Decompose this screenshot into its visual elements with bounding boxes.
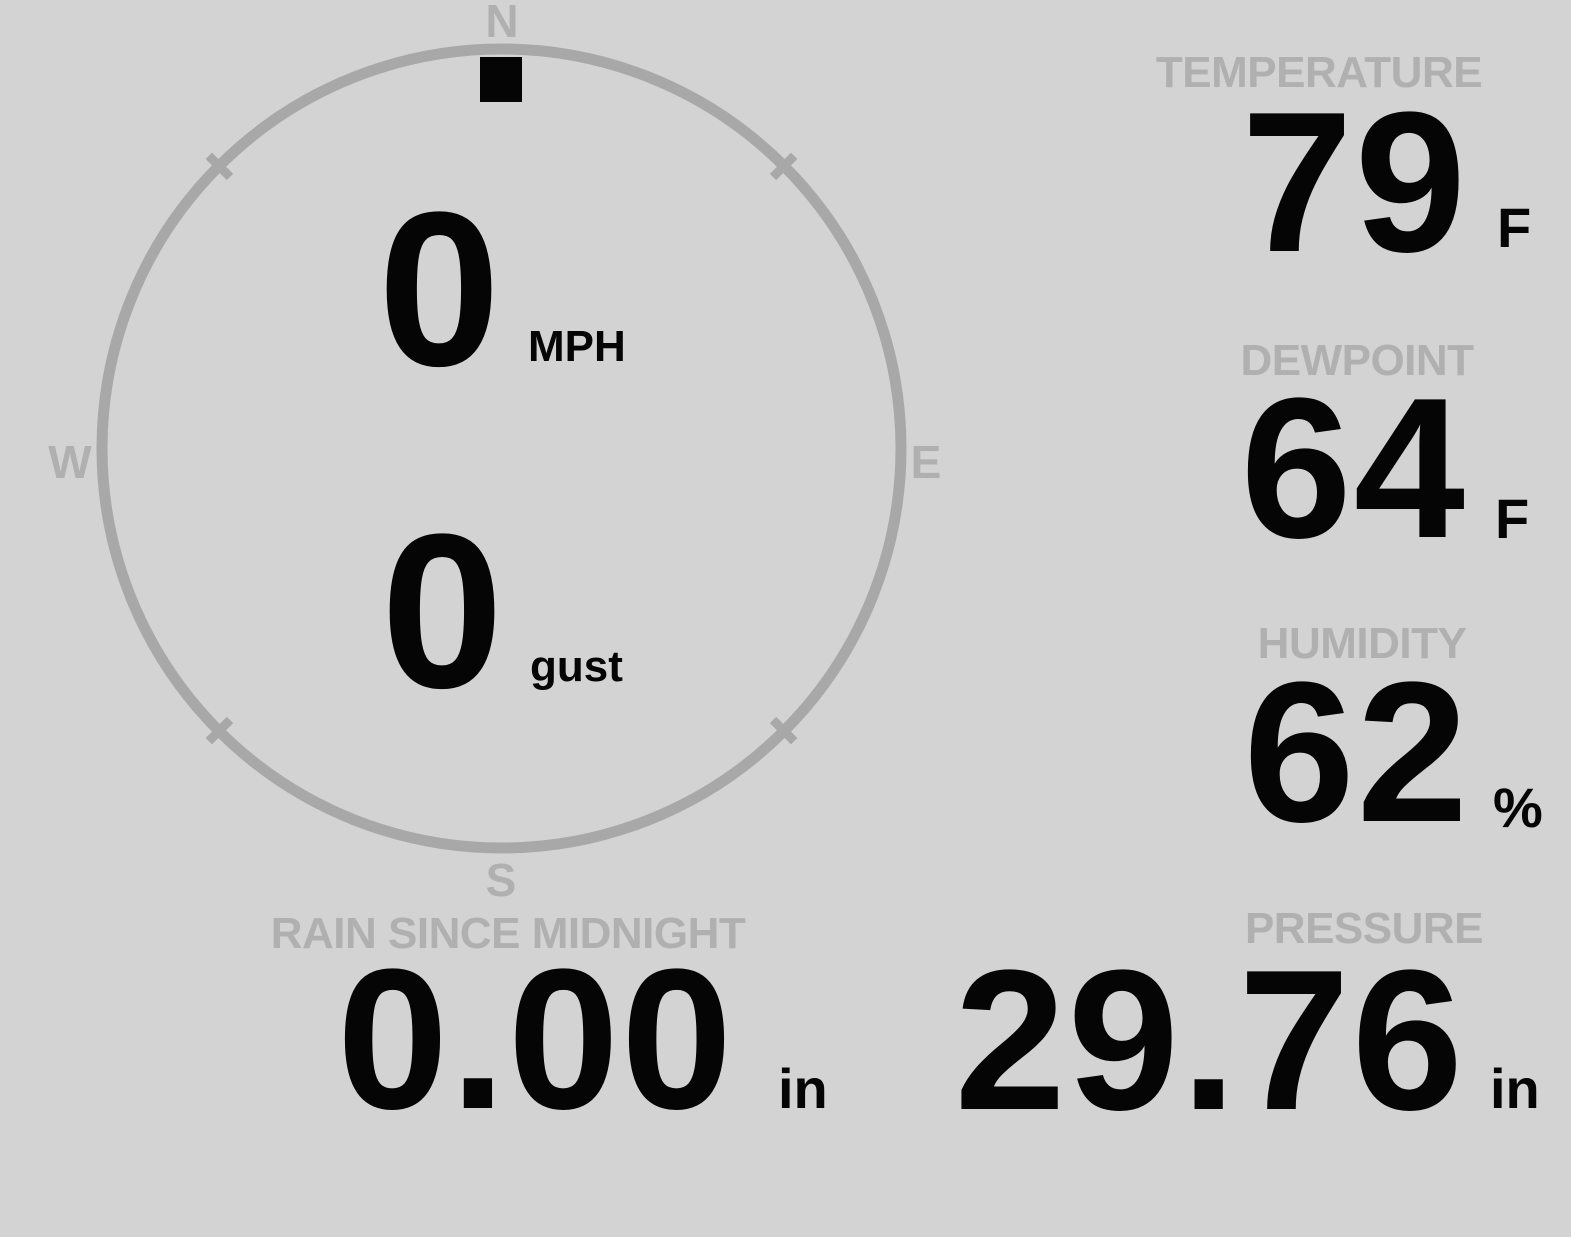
temperature-value: 79 <box>1241 71 1468 294</box>
rain-since-midnight-unit: in <box>778 1057 828 1120</box>
humidity-label: HUMIDITY <box>1257 619 1467 668</box>
pressure-label: PRESSURE <box>1244 904 1484 953</box>
dewpoint-label: DEWPOINT <box>1240 336 1474 385</box>
rain-since-midnight-value: 0.00 <box>337 928 735 1151</box>
wind-direction-marker <box>480 57 522 102</box>
compass-tick-sw <box>205 716 234 745</box>
humidity-value: 62 <box>1243 641 1470 864</box>
wind-compass-dial <box>96 43 907 854</box>
wind-gust-value: 0 <box>381 488 504 734</box>
compass-cardinal-east: E <box>910 436 942 488</box>
pressure-unit: in <box>1490 1057 1540 1120</box>
compass-tick-ne <box>769 152 798 181</box>
compass-cardinal-south: S <box>485 854 517 906</box>
pressure-value: 29.76 <box>954 929 1465 1152</box>
temperature-unit: F <box>1497 196 1532 259</box>
wind-speed-unit: MPH <box>528 322 626 371</box>
compass-tick-nw <box>205 152 234 181</box>
compass-circle <box>96 43 907 854</box>
compass-cardinal-north: N <box>485 0 519 47</box>
temperature-label: TEMPERATURE <box>1155 48 1483 97</box>
compass-tick-se <box>769 716 798 745</box>
dewpoint-unit: F <box>1495 487 1530 550</box>
humidity-unit: % <box>1493 776 1543 839</box>
wind-speed-value: 0 <box>378 166 501 412</box>
dewpoint-value: 64 <box>1240 357 1467 580</box>
wind-gust-unit: gust <box>530 642 623 691</box>
rain-since-midnight-label: RAIN SINCE MIDNIGHT <box>270 909 746 958</box>
compass-cardinal-west: W <box>48 436 92 488</box>
